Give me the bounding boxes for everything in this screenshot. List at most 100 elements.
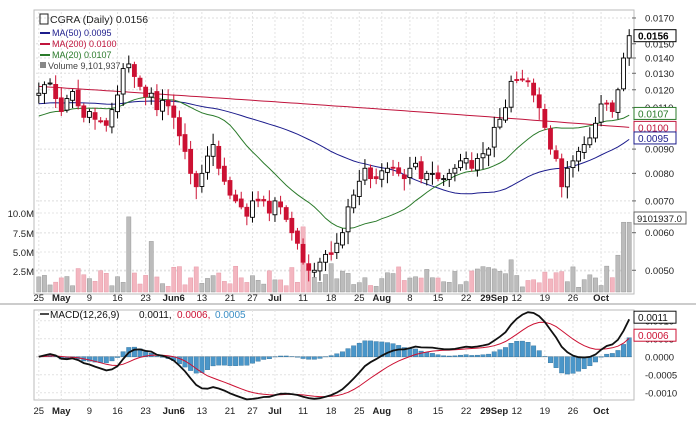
volume-bar [418, 277, 424, 293]
candle-body [255, 198, 261, 202]
candle-body [531, 82, 537, 96]
x-tick-label: 8 [407, 293, 412, 304]
macd-histogram-bar [396, 345, 402, 357]
volume-bar [210, 275, 216, 293]
macd-histogram-bar [176, 356, 182, 365]
x-tick-label: May [52, 293, 71, 304]
macd-histogram-bar [278, 355, 284, 357]
x-tick-label: 29Sep [480, 293, 508, 304]
macd-histogram-bar [604, 353, 610, 358]
x-tick-label: 18 [326, 293, 337, 304]
x-tick-label: 16 [112, 293, 123, 304]
price-tick-label: 0.0140 [645, 54, 674, 65]
legend-ma200: MA(200) 0.0100 [52, 39, 117, 49]
x-tick-label: Oct [593, 406, 610, 417]
candle-body [553, 150, 559, 159]
x-tick-label: 11 [298, 406, 308, 417]
price-candles [36, 29, 632, 282]
macd-histogram-bar [508, 343, 514, 358]
candle-body [188, 148, 194, 174]
volume-bar [379, 278, 385, 293]
candle-body [261, 199, 267, 202]
macd-histogram-bar [255, 356, 261, 362]
candle-body [469, 160, 475, 169]
x-tick-label: Aug [373, 293, 392, 304]
candle-body [418, 161, 424, 180]
macd-histogram-bar [486, 353, 492, 357]
volume-bar [278, 279, 283, 293]
price-tick-label: 0.0070 [645, 196, 674, 207]
candle-body [47, 82, 53, 85]
volume-bar [609, 277, 615, 293]
macd-histogram-bar [368, 340, 373, 358]
volume-bar [160, 283, 165, 293]
volume-bar [531, 279, 536, 293]
macd-histogram-bar [503, 347, 508, 358]
macd-histogram-bar [531, 345, 537, 357]
macd-histogram-bar [548, 356, 553, 364]
candle-body [42, 84, 47, 94]
x-tick-label: 13 [197, 293, 208, 304]
x-tick-label: 9 [87, 406, 92, 417]
volume-bar [519, 286, 525, 293]
candle-body [581, 144, 587, 153]
volume-tick-label: 10.0M [8, 209, 34, 220]
volume-bar [227, 283, 233, 293]
volume-bar [514, 275, 520, 293]
volume-bar [266, 270, 272, 293]
macd-histogram-bar [570, 356, 576, 374]
candle-body [283, 207, 289, 220]
candle-body [227, 180, 233, 196]
macd-histogram-bar [587, 356, 593, 367]
legend-ma20: MA(20) 0.0107 [52, 50, 112, 60]
candle-body [362, 167, 368, 181]
moving-average-lines [38, 85, 630, 229]
volume-bar [199, 283, 205, 293]
macd-histogram-bar [379, 341, 385, 357]
volume-bar [373, 286, 379, 293]
volume-bar [98, 270, 104, 293]
x-tick-label: 12 [511, 293, 522, 304]
macd-histogram-bar [480, 354, 486, 358]
candle-body [497, 118, 503, 128]
volume-bar [143, 275, 149, 293]
volume-bar [221, 281, 227, 293]
candle-body [474, 158, 480, 171]
x-tick-label: 23 [140, 293, 151, 304]
price-callout: 0.0107 [633, 106, 677, 120]
volume-bar [413, 276, 418, 293]
candle-body [351, 194, 357, 209]
volume-bars [36, 216, 632, 293]
candle-body [171, 105, 177, 118]
candle-body [401, 174, 407, 180]
macd-histogram-bar [446, 355, 452, 357]
price-callout: 0.0156 [633, 29, 677, 43]
volume-bar [311, 277, 317, 293]
macd-histogram-bar [328, 355, 334, 357]
x-tick-label: 25 [354, 406, 365, 417]
volume-bar [385, 272, 390, 293]
candle-body [92, 112, 98, 120]
candle-body [458, 160, 463, 169]
candle-body [126, 63, 132, 69]
x-tick-label: 19 [540, 293, 551, 304]
volume-bar [216, 272, 222, 293]
macd-callout-text: 0.0011 [638, 313, 668, 324]
macd-histogram-bar [356, 342, 362, 357]
volume-bar [193, 266, 199, 293]
volume-bar [109, 285, 115, 293]
volume-bar [441, 281, 447, 293]
macd-histogram-bar [413, 348, 418, 357]
candle-body [407, 167, 413, 179]
macd-histogram-bar [311, 356, 317, 360]
candle-body [295, 230, 300, 244]
volume-bar [289, 267, 295, 293]
candle-body [373, 176, 379, 180]
macd-histogram-bar [626, 337, 632, 357]
macd-histogram-bar [553, 356, 559, 368]
candle-body [70, 91, 75, 101]
candle-body [379, 170, 385, 180]
candle-body [503, 107, 508, 121]
price-tick-label: 0.0150 [645, 39, 674, 50]
price-tick-label: 0.0170 [645, 13, 674, 24]
